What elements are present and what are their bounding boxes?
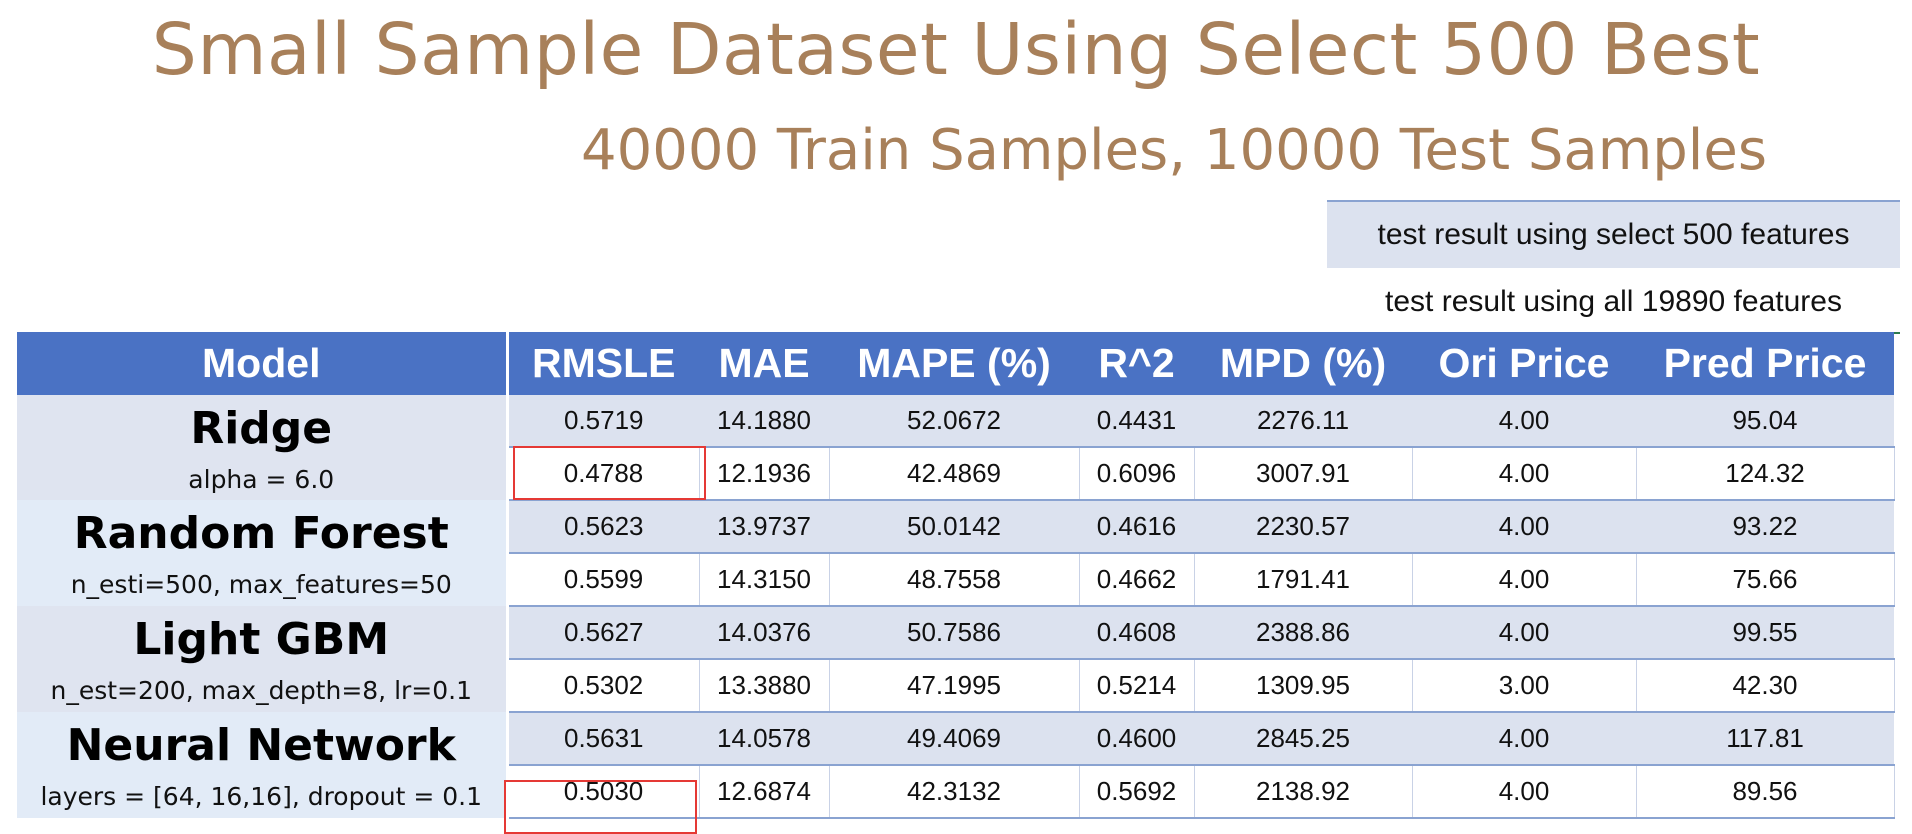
table-row: 0.5302 13.3880 47.1995 0.5214 1309.95 3.00 42.… — [17, 659, 1895, 713]
cell-ori-price: 4.00 — [1412, 712, 1636, 766]
cell-pred-price: 42.30 — [1636, 659, 1895, 713]
cell-r2: 0.5692 — [1079, 765, 1195, 819]
model-params: layers = [64, 16,16], dropout = 0.1 — [40, 782, 483, 811]
cell-mape: 52.0672 — [829, 395, 1079, 448]
model-params: n_est=200, max_depth=8, lr=0.1 — [50, 676, 473, 705]
cell-rmsle: 0.5623 — [507, 500, 699, 554]
cell-mae: 13.9737 — [699, 500, 829, 554]
cell-mpd: 3007.91 — [1194, 447, 1413, 501]
header-pred-price: Pred Price — [1636, 332, 1894, 395]
cell-rmsle: 0.5302 — [507, 659, 700, 713]
model-cell: Ridge alpha = 6.0 — [17, 395, 509, 500]
cell-mape: 42.3132 — [829, 765, 1080, 819]
cell-pred-price: 99.55 — [1636, 606, 1894, 660]
table-row: Light GBM n_est=200, max_depth=8, lr=0.1 0… — [17, 606, 1894, 712]
model-name: Ridge — [190, 403, 333, 454]
cell-r2: 0.4662 — [1079, 553, 1195, 607]
cell-mpd: 1309.95 — [1194, 659, 1413, 713]
highlight-box-ridge-rmsle — [513, 446, 706, 500]
cell-mpd: 2230.57 — [1194, 500, 1412, 554]
legend-all-features: test result using all 19890 features — [1327, 271, 1900, 333]
cell-mape: 49.4069 — [829, 712, 1079, 766]
cell-rmsle: 0.5719 — [507, 395, 699, 448]
cell-mpd: 1791.41 — [1194, 553, 1413, 607]
cell-mpd: 2388.86 — [1194, 606, 1412, 660]
cell-mape: 48.7558 — [829, 553, 1080, 607]
cell-pred-price: 95.04 — [1636, 395, 1894, 448]
cell-mae: 14.1880 — [699, 395, 829, 448]
legend-select-500: test result using select 500 features — [1327, 200, 1900, 268]
header-row: Model RMSLE MAE MAPE (%) R^2 MPD (%) Ori… — [17, 332, 1894, 395]
model-name: Neural Network — [66, 720, 456, 771]
cell-rmsle: 0.5631 — [507, 712, 699, 766]
header-mpd: MPD (%) — [1194, 332, 1412, 395]
cell-ori-price: 3.00 — [1412, 659, 1637, 713]
cell-rmsle: 0.5030 — [507, 765, 700, 819]
model-name: Random Forest — [73, 508, 449, 559]
model-name: Light GBM — [133, 614, 390, 665]
model-params: alpha = 6.0 — [188, 465, 335, 494]
table-row: 0.5599 14.3150 48.7558 0.4662 1791.41 4.00 75.… — [17, 553, 1895, 607]
cell-mae: 14.0578 — [699, 712, 829, 766]
table-row: Ridge alpha = 6.0 0.5719 14.1880 52.0672 0.44… — [17, 395, 1894, 500]
cell-mae: 14.0376 — [699, 606, 829, 660]
cell-r2: 0.6096 — [1079, 447, 1195, 501]
model-cell: Neural Network layers = [64, 16,16], drop… — [17, 712, 509, 818]
legend-all-label: test result using all 19890 features — [1385, 285, 1842, 318]
legend-select-label: test result using select 500 features — [1377, 218, 1850, 251]
cell-ori-price: 4.00 — [1412, 447, 1637, 501]
page-subtitle: 40000 Train Samples, 10000 Test Samples — [580, 118, 1767, 183]
cell-mape: 47.1995 — [829, 659, 1080, 713]
cell-mae: 14.3150 — [699, 553, 830, 607]
header-r2: R^2 — [1079, 332, 1194, 395]
table-row: Neural Network layers = [64, 16,16], drop… — [17, 712, 1894, 818]
header-rmsle: RMSLE — [507, 332, 699, 395]
cell-ori-price: 4.00 — [1412, 500, 1636, 554]
cell-r2: 0.4608 — [1079, 606, 1194, 660]
header-mape: MAPE (%) — [829, 332, 1079, 395]
cell-mae: 12.1936 — [699, 447, 830, 501]
model-params: n_esti=500, max_features=50 — [70, 570, 452, 599]
model-cell: Light GBM n_est=200, max_depth=8, lr=0.1 — [17, 606, 509, 712]
highlight-box-nn-rmsle — [504, 780, 697, 834]
model-cell: Random Forest n_esti=500, max_features=50 — [17, 500, 509, 606]
cell-mpd: 2845.25 — [1194, 712, 1412, 766]
page-title: Small Sample Dataset Using Select 500 Be… — [151, 8, 1761, 91]
cell-pred-price: 124.32 — [1636, 447, 1895, 501]
cell-mpd: 2276.11 — [1194, 395, 1412, 448]
cell-pred-price: 117.81 — [1636, 712, 1894, 766]
cell-pred-price: 93.22 — [1636, 500, 1894, 554]
header-model: Model — [17, 332, 509, 395]
cell-ori-price: 4.00 — [1412, 395, 1636, 448]
table-row: Random Forest n_esti=500, max_features=50… — [17, 500, 1894, 606]
cell-r2: 0.4616 — [1079, 500, 1194, 554]
cell-mpd: 2138.92 — [1194, 765, 1413, 819]
cell-rmsle: 0.5627 — [507, 606, 699, 660]
results-table: Model RMSLE MAE MAPE (%) R^2 MPD (%) Ori… — [17, 332, 1895, 819]
cell-mape: 42.4869 — [829, 447, 1080, 501]
table-row: 0.4788 12.1936 42.4869 0.6096 3007.91 4.00 124… — [17, 447, 1895, 501]
cell-r2: 0.5214 — [1079, 659, 1195, 713]
table-row: 0.5030 12.6874 42.3132 0.5692 2138.92 4.00 89.… — [17, 765, 1895, 819]
cell-ori-price: 4.00 — [1412, 606, 1636, 660]
cell-mae: 12.6874 — [699, 765, 830, 819]
cell-r2: 0.4431 — [1079, 395, 1194, 448]
cell-pred-price: 89.56 — [1636, 765, 1895, 819]
cell-rmsle: 0.4788 — [507, 447, 700, 501]
cell-ori-price: 4.00 — [1412, 765, 1637, 819]
cell-ori-price: 4.00 — [1412, 553, 1637, 607]
cell-rmsle: 0.5599 — [507, 553, 700, 607]
cell-mape: 50.0142 — [829, 500, 1079, 554]
cell-mae: 13.3880 — [699, 659, 830, 713]
header-mae: MAE — [699, 332, 829, 395]
cell-mape: 50.7586 — [829, 606, 1079, 660]
cell-r2: 0.4600 — [1079, 712, 1194, 766]
cell-pred-price: 75.66 — [1636, 553, 1895, 607]
header-ori-price: Ori Price — [1412, 332, 1636, 395]
